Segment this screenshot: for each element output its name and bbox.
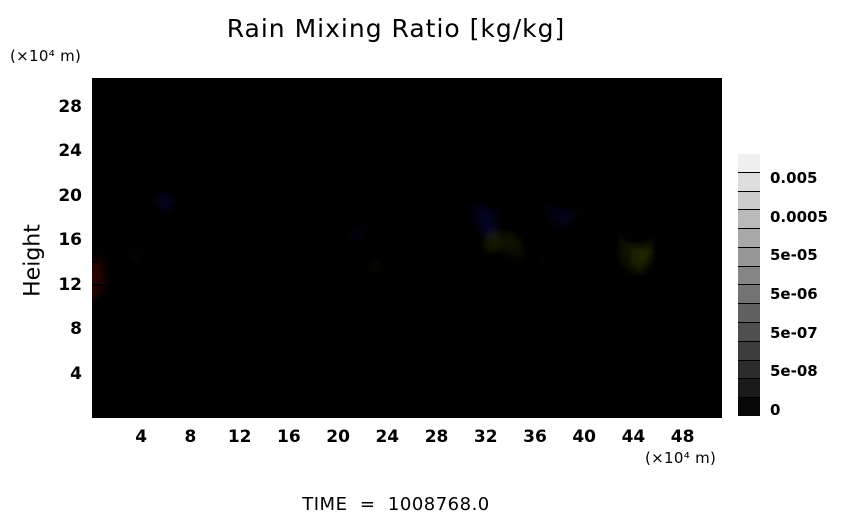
y-tick-label: 4 bbox=[70, 363, 82, 384]
x-tick-label: 20 bbox=[326, 427, 350, 447]
x-tick-label: 4 bbox=[135, 427, 148, 447]
colorbar-segment bbox=[738, 191, 760, 211]
colorbar-segment bbox=[738, 210, 760, 230]
x-tick-label: 24 bbox=[375, 427, 400, 447]
y-axis-unit-label: (×10⁴ m) bbox=[10, 47, 82, 65]
x-tick-label: 12 bbox=[227, 427, 252, 447]
x-axis-unit-label: (×10⁴ m) bbox=[645, 449, 717, 467]
x-tick-label: 32 bbox=[473, 427, 498, 447]
x-tick-label: 8 bbox=[184, 427, 197, 447]
colorbar-segment bbox=[738, 229, 760, 248]
colorbar-segment bbox=[738, 266, 760, 286]
x-tick-label: 48 bbox=[670, 427, 695, 447]
y-tick-label: 12 bbox=[58, 274, 82, 295]
colorbar-segment bbox=[738, 285, 760, 305]
colorbar-label: 5e-06 bbox=[770, 285, 818, 303]
colorbar-segment bbox=[738, 172, 760, 192]
colorbar-segment bbox=[738, 154, 760, 173]
colorbar-segment bbox=[738, 341, 760, 361]
colorbar-label: 0 bbox=[770, 401, 781, 419]
page-title: Rain Mixing Ratio [kg/kg] bbox=[226, 14, 566, 43]
colorbar-segment bbox=[738, 398, 760, 416]
colorbar-segment bbox=[738, 360, 760, 380]
heatmap-canvas bbox=[92, 78, 722, 418]
colorbar-label: 5e-07 bbox=[770, 323, 818, 342]
colorbar-segment bbox=[738, 379, 760, 399]
x-tick-label: 28 bbox=[424, 427, 449, 447]
colorbar-segment bbox=[738, 304, 760, 324]
x-tick-label: 16 bbox=[277, 427, 301, 447]
time-footer: TIME = 1008768.0 bbox=[302, 494, 490, 515]
colorbar-label: 0.0005 bbox=[770, 207, 828, 226]
y-tick-label: 20 bbox=[58, 185, 82, 206]
colorbar-label: 0.005 bbox=[770, 169, 818, 187]
colorbar-group: 0.005 0.0005 5e-05 5e-06 5e-07 5e-08 0 bbox=[736, 152, 854, 420]
y-tick-label: 24 bbox=[58, 141, 82, 162]
y-tick-label: 28 bbox=[58, 96, 82, 117]
x-tick-label: 36 bbox=[523, 427, 547, 447]
x-tick-label: 40 bbox=[572, 427, 597, 447]
y-tick-label: 8 bbox=[70, 319, 82, 340]
y-tick-label: 16 bbox=[58, 230, 82, 251]
colorbar-segment bbox=[738, 247, 760, 267]
x-tick-label: 44 bbox=[621, 427, 646, 447]
colorbar bbox=[736, 152, 762, 418]
plot-area bbox=[92, 78, 722, 418]
colorbar-segment bbox=[738, 323, 760, 342]
colorbar-label: 5e-05 bbox=[770, 246, 818, 265]
colorbar-label: 5e-08 bbox=[770, 362, 818, 381]
